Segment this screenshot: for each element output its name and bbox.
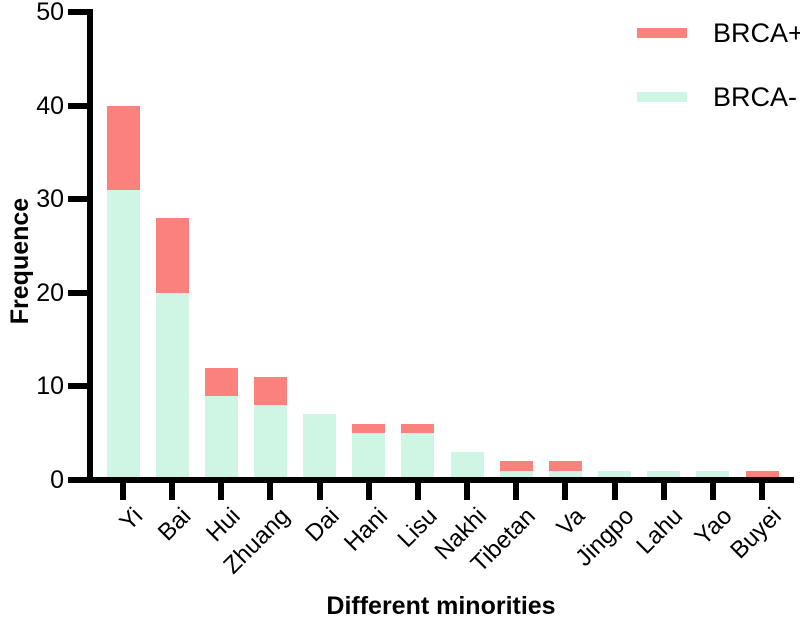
x-tick-bai	[169, 483, 176, 500]
x-tick-buyei	[759, 483, 765, 500]
x-tick-hani	[365, 483, 372, 500]
x-category-label-bai: Bai	[153, 502, 197, 547]
bar-segment-brca-neg-poshani	[352, 423, 386, 434]
legend-label-brca-minus: BRCA-	[713, 81, 798, 112]
y-tick-label-20: 20	[36, 278, 64, 307]
legend-item-brca-plus: BRCA+	[637, 14, 800, 52]
x-category-label-hani: Hani	[339, 502, 394, 557]
legend-item-brca-minus: BRCA-	[637, 78, 800, 116]
y-tick-40	[68, 102, 87, 109]
bar-segment-brca-neg-posbai	[155, 217, 189, 293]
bar-segment-brca-neg-yi	[106, 189, 140, 480]
bar-segment-brca-neg-hui	[204, 395, 238, 480]
bar-segment-brca-neg-bai	[155, 292, 189, 480]
legend: BRCA+ BRCA-	[637, 14, 800, 142]
bar-segment-brca-neg-posva	[548, 461, 582, 471]
bar-segment-brca-neg-postibetan	[499, 461, 533, 471]
y-tick-50	[68, 9, 87, 15]
bar-segment-brca-neg-hani	[352, 433, 386, 480]
x-tick-va	[562, 483, 569, 500]
bar-segment-brca-neg-posyi	[106, 105, 140, 190]
x-tick-tibetan	[513, 483, 520, 500]
bar-segment-brca-neg-poslisu	[401, 423, 435, 434]
y-axis-title: Frequence	[6, 197, 34, 325]
y-tick-label-10: 10	[36, 372, 64, 401]
bar-segment-brca-neg-jingpo	[598, 470, 632, 480]
y-tick-20	[68, 289, 87, 296]
bar-segment-brca-neg-poszhuang	[253, 377, 287, 406]
x-category-label-dai: Dai	[299, 502, 345, 548]
brca-plus-swatch	[637, 28, 687, 38]
brca-minus-swatch	[637, 92, 687, 102]
bar-segment-brca-neg-dai	[303, 414, 337, 480]
bar-segment-brca-neg-poshui	[204, 367, 238, 396]
bar-segment-brca-neg-va	[548, 470, 582, 480]
x-category-label-lahu: Lahu	[631, 502, 689, 560]
y-tick-0	[68, 477, 87, 483]
x-category-label-va: Va	[551, 502, 591, 542]
legend-label-brca-plus: BRCA+	[713, 17, 800, 48]
y-tick-10	[68, 383, 87, 390]
x-tick-yao	[709, 483, 716, 500]
y-tick-label-50: 50	[36, 0, 64, 26]
x-tick-zhuang	[267, 483, 274, 500]
y-tick-30	[68, 196, 87, 203]
y-tick-label-30: 30	[36, 185, 64, 214]
x-tick-lahu	[660, 483, 667, 500]
bar-segment-brca-neg-lahu	[647, 470, 681, 480]
x-category-label-buyei: Buyei	[725, 502, 787, 565]
x-category-label-yi: Yi	[114, 502, 148, 537]
x-tick-yi	[120, 483, 126, 500]
x-tick-hui	[218, 483, 225, 500]
x-tick-dai	[316, 483, 323, 500]
x-tick-jingpo	[611, 483, 618, 500]
y-tick-label-0: 0	[50, 466, 64, 494]
x-tick-nakhi	[464, 483, 471, 500]
x-axis-title: Different minorities	[326, 592, 556, 620]
y-axis-line	[87, 9, 93, 483]
x-tick-lisu	[414, 483, 421, 500]
bar-segment-brca-neg-lisu	[401, 433, 435, 480]
bar-segment-brca-neg-nakhi	[450, 451, 484, 480]
bar-segment-brca-neg-yao	[696, 470, 730, 480]
bar-segment-brca-neg-posbuyei	[745, 470, 779, 480]
y-tick-label-40: 40	[36, 91, 64, 120]
bar-segment-brca-neg-tibetan	[499, 470, 533, 480]
x-axis-line	[87, 477, 794, 483]
bar-segment-brca-neg-zhuang	[253, 405, 287, 480]
